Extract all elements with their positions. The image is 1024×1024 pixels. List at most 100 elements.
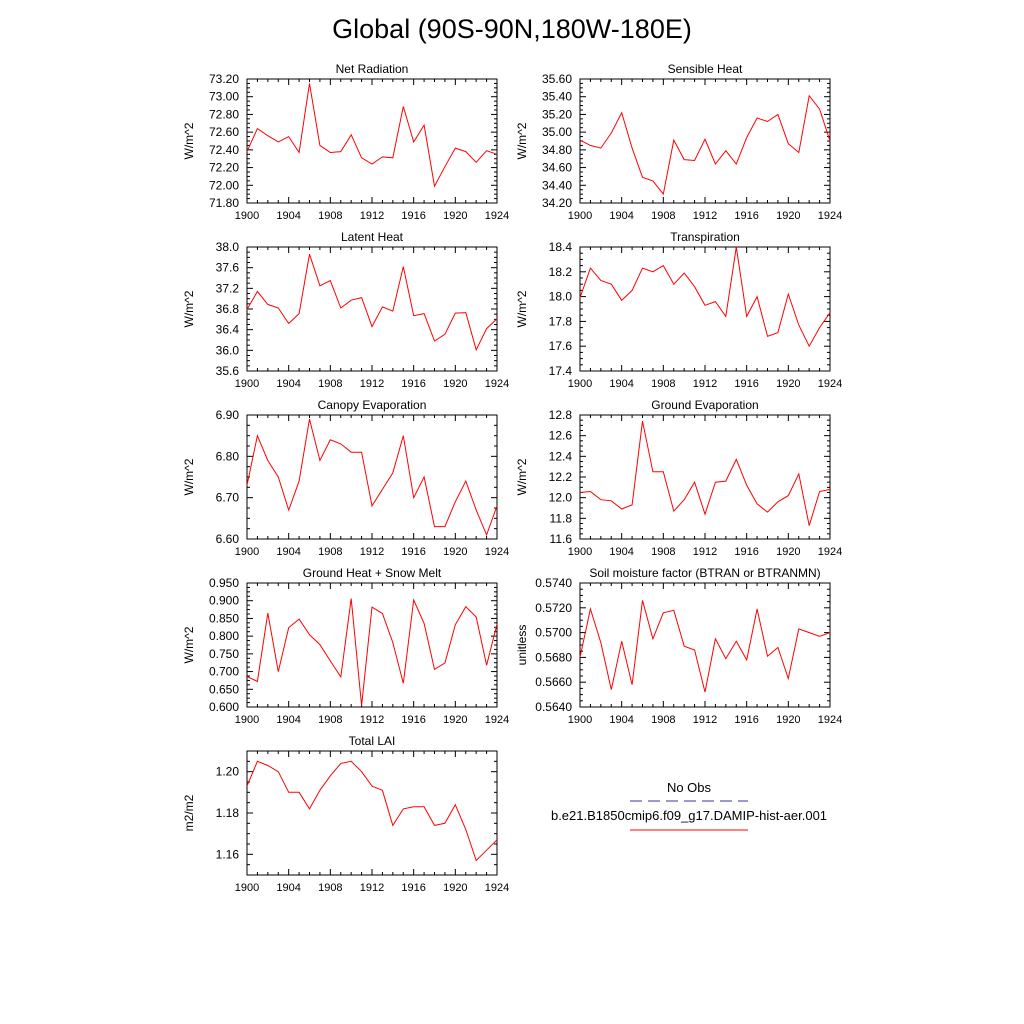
y-tick-label: 72.40 <box>209 143 239 157</box>
x-tick-label: 1912 <box>360 378 384 390</box>
chart-panel: Canopy Evaporation W/m^2 1900 1904 1908 1912 1… <box>182 398 509 558</box>
x-tick-label: 1912 <box>360 882 384 894</box>
y-axis-label: W/m^2 <box>515 290 529 327</box>
y-tick-label: 1.16 <box>216 847 240 861</box>
y-tick-label: 34.20 <box>542 196 572 210</box>
x-tick-label: 1900 <box>568 210 592 222</box>
y-axis-label: W/m^2 <box>182 458 196 495</box>
legend: No Obs b.e21.B1850cmip6.f09_g17.DAMIP-hi… <box>551 780 827 831</box>
series-line <box>579 421 831 526</box>
x-tick-label: 1920 <box>776 210 800 222</box>
x-tick-label: 1904 <box>276 714 300 726</box>
x-tick-label: 1916 <box>734 210 758 222</box>
x-tick-label: 1924 <box>818 378 842 390</box>
x-tick-label: 1900 <box>235 882 259 894</box>
chart-panel: Net Radiation W/m^2 1900 1904 1908 1912 1916 19… <box>182 62 509 222</box>
y-tick-label: 18.4 <box>549 240 573 254</box>
x-tick-label: 1920 <box>443 378 467 390</box>
chart-panel: Total LAI m2/m2 1900 1904 1908 1912 1916 1920 19… <box>182 734 509 894</box>
x-tick-label: 1900 <box>235 546 259 558</box>
plot-frame <box>246 246 498 372</box>
x-tick-label: 1924 <box>485 882 509 894</box>
x-tick-label: 1904 <box>276 882 300 894</box>
y-tick-label: 18.2 <box>549 265 573 279</box>
y-tick-label: 35.40 <box>542 90 572 104</box>
x-tick-label: 1916 <box>401 714 425 726</box>
y-tick-label: 17.6 <box>549 339 573 353</box>
x-tick-label: 1920 <box>776 714 800 726</box>
x-tick-label: 1920 <box>443 714 467 726</box>
chart-panel: Transpiration W/m^2 1900 1904 1908 1912 1916 19… <box>515 230 842 390</box>
chart-title: Ground Evaporation <box>651 398 758 412</box>
x-tick-label: 1924 <box>818 546 842 558</box>
series-line <box>246 254 498 352</box>
x-tick-label: 1908 <box>651 546 675 558</box>
chart-title: Total LAI <box>349 734 396 748</box>
y-tick-label: 36.8 <box>216 302 240 316</box>
x-tick-label: 1912 <box>693 378 717 390</box>
y-tick-label: 34.80 <box>542 143 572 157</box>
x-tick-label: 1924 <box>485 378 509 390</box>
plot-frame <box>579 246 831 372</box>
y-tick-label: 35.60 <box>542 72 572 86</box>
x-tick-label: 1920 <box>776 378 800 390</box>
y-tick-label: 17.4 <box>549 364 573 378</box>
plot-frame <box>579 414 831 540</box>
x-tick-label: 1920 <box>443 210 467 222</box>
y-tick-label: 0.750 <box>209 647 239 661</box>
y-axis-label: m2/m2 <box>182 794 196 831</box>
y-tick-label: 72.20 <box>209 161 239 175</box>
x-tick-label: 1908 <box>318 378 342 390</box>
x-tick-label: 1904 <box>276 210 300 222</box>
x-tick-label: 1916 <box>401 210 425 222</box>
y-tick-label: 71.80 <box>209 196 239 210</box>
y-tick-label: 0.5680 <box>535 650 572 664</box>
y-tick-label: 0.5640 <box>535 700 572 714</box>
chart-title: Latent Heat <box>341 230 404 244</box>
series-line <box>246 418 498 537</box>
chart-title: Ground Heat + Snow Melt <box>303 566 442 580</box>
chart-panels: Net Radiation W/m^2 1900 1904 1908 1912 1916 19… <box>182 62 842 894</box>
series-line <box>579 246 831 348</box>
x-tick-label: 1912 <box>693 546 717 558</box>
chart-panel: Sensible Heat W/m^2 1900 1904 1908 1912 1916 19… <box>515 62 842 222</box>
x-tick-label: 1904 <box>276 546 300 558</box>
y-tick-label: 0.950 <box>209 576 239 590</box>
x-tick-label: 1920 <box>443 546 467 558</box>
x-tick-label: 1924 <box>485 714 509 726</box>
y-tick-label: 0.700 <box>209 665 239 679</box>
chart-title: Canopy Evaporation <box>318 398 427 412</box>
y-tick-label: 18.0 <box>549 290 573 304</box>
x-tick-label: 1904 <box>609 714 633 726</box>
y-tick-label: 1.18 <box>216 806 240 820</box>
page-title: Global (90S-90N,180W-180E) <box>332 14 692 44</box>
y-tick-label: 38.0 <box>216 240 240 254</box>
chart-panel: Ground Heat + Snow Melt W/m^2 1900 1904 1908… <box>182 566 509 726</box>
x-tick-label: 1904 <box>276 378 300 390</box>
y-tick-label: 73.00 <box>209 90 239 104</box>
x-tick-label: 1912 <box>693 714 717 726</box>
x-tick-label: 1904 <box>609 378 633 390</box>
y-tick-label: 11.6 <box>550 532 573 546</box>
plot-frame <box>579 78 831 204</box>
x-tick-label: 1916 <box>401 546 425 558</box>
x-tick-label: 1920 <box>776 546 800 558</box>
series-line <box>579 600 831 693</box>
x-tick-label: 1900 <box>235 378 259 390</box>
x-tick-label: 1908 <box>651 378 675 390</box>
y-tick-label: 72.80 <box>209 107 239 121</box>
chart-panel: Soil moisture factor (BTRAN or BTRANMN) u… <box>515 566 842 726</box>
y-tick-label: 0.650 <box>209 682 239 696</box>
series-line <box>246 598 498 706</box>
plot-frame <box>579 582 831 708</box>
chart-title: Sensible Heat <box>668 62 743 76</box>
y-tick-label: 0.5720 <box>535 601 572 615</box>
y-tick-label: 36.0 <box>216 343 240 357</box>
y-tick-label: 35.00 <box>542 125 572 139</box>
y-tick-label: 6.60 <box>216 532 240 546</box>
x-tick-label: 1900 <box>235 210 259 222</box>
legend-obs-label: No Obs <box>667 780 712 795</box>
y-tick-label: 6.90 <box>216 408 240 422</box>
y-tick-label: 37.2 <box>216 281 240 295</box>
series-line <box>246 83 498 188</box>
